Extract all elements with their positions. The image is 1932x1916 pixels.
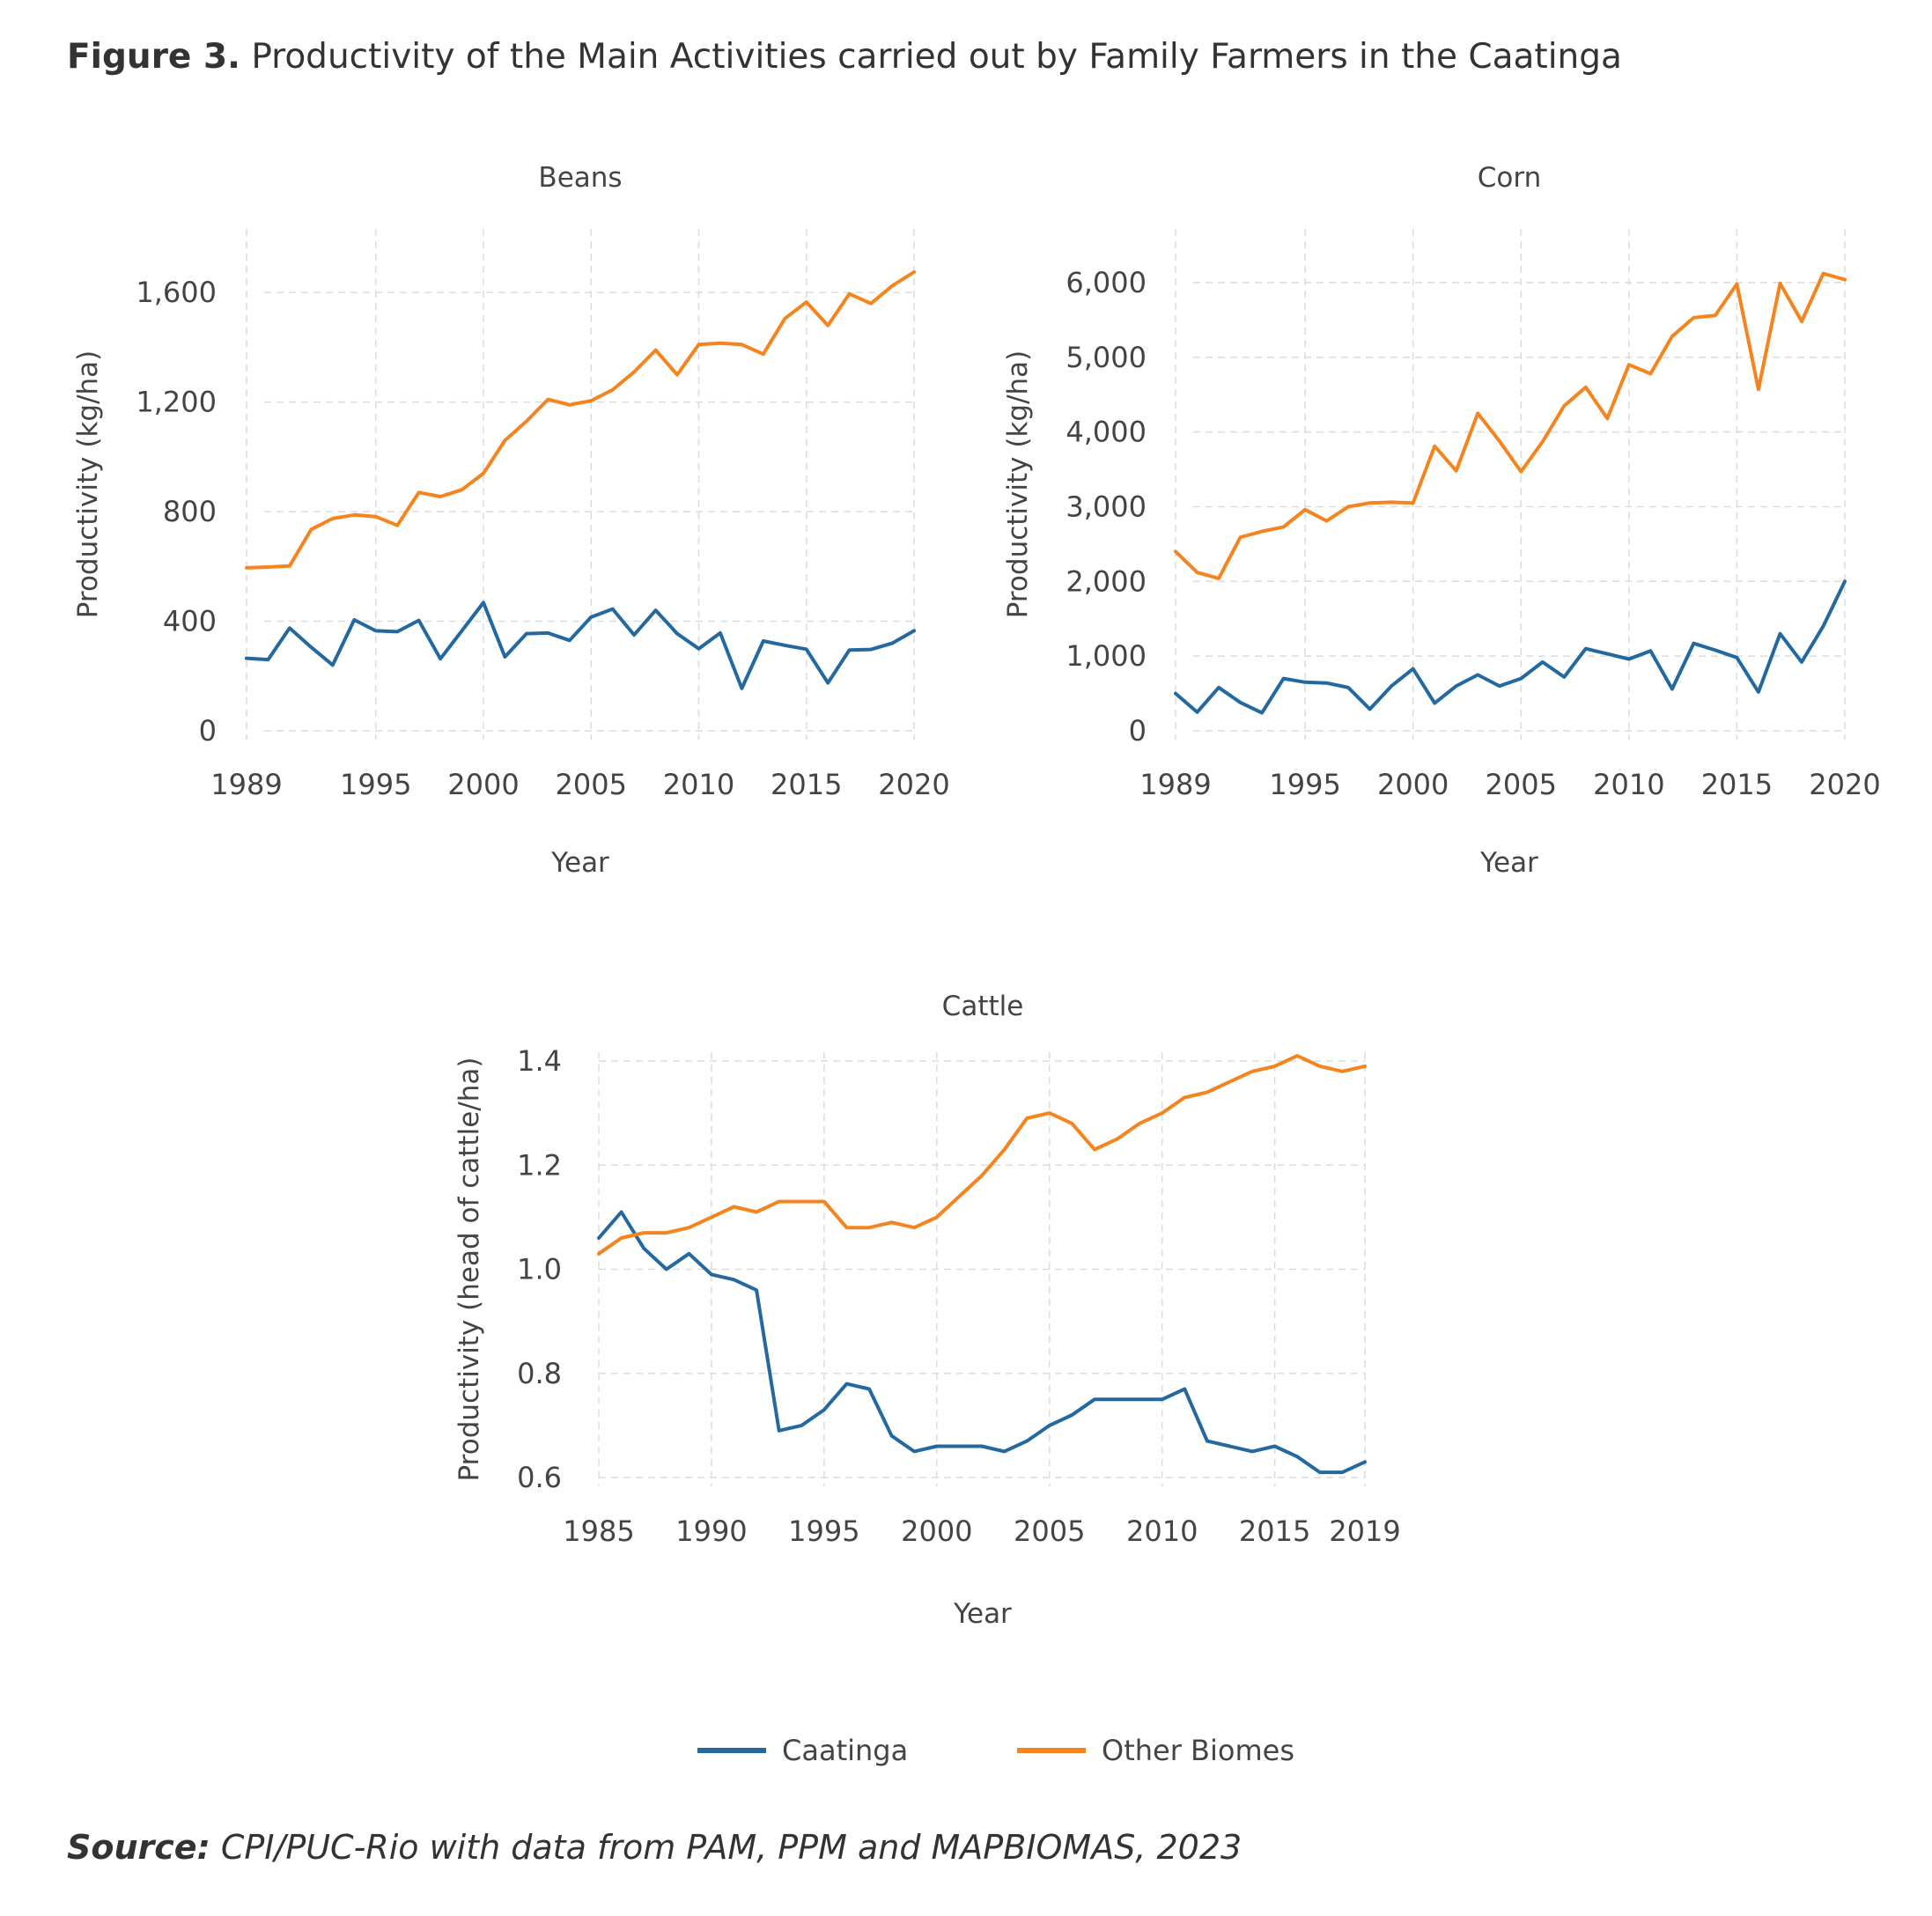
series-line-other-biomes: [597, 1054, 1367, 1256]
y-tick-label: 1.4: [517, 1044, 562, 1078]
x-tick-label: 2015: [1239, 1514, 1310, 1548]
x-tick-label: 1985: [563, 1514, 634, 1548]
x-tick-label: 2005: [1014, 1514, 1085, 1548]
x-tick-label: 1995: [1269, 768, 1340, 801]
source-label: Source:: [67, 1828, 210, 1867]
y-tick-label: 1,000: [1066, 639, 1147, 673]
series-line-caatinga: [1174, 579, 1847, 715]
figure-source: Source: CPI/PUC-Rio with data from PAM, …: [67, 1828, 1242, 1867]
y-axis-label: Productivity (head of cattle/ha): [454, 1057, 485, 1482]
x-tick-label: 2005: [556, 768, 627, 801]
y-tick-label: 5,000: [1066, 341, 1147, 374]
figure-title: Figure 3. Productivity of the Main Activ…: [67, 37, 1622, 77]
y-tick-label: 800: [163, 495, 217, 528]
x-tick-label: 1990: [675, 1514, 747, 1548]
x-tick-label: 1989: [210, 768, 282, 801]
legend-label: Caatinga: [782, 1734, 908, 1767]
series-line-other-biomes: [1174, 271, 1847, 580]
legend-item-other-biomes: Other Biomes: [1017, 1734, 1294, 1767]
x-tick-label: 2020: [1809, 768, 1880, 801]
chart-title: Beans: [538, 162, 622, 194]
y-tick-label: 1,200: [136, 386, 217, 419]
y-tick-label: 3,000: [1066, 490, 1147, 523]
x-tick-label: 2000: [447, 768, 519, 801]
x-tick-label: 2015: [1701, 768, 1773, 801]
x-axis-label: Year: [953, 1598, 1012, 1630]
y-tick-label: 4,000: [1066, 416, 1147, 449]
x-tick-label: 1995: [788, 1514, 859, 1548]
x-tick-label: 2015: [771, 768, 842, 801]
y-tick-label: 2,000: [1066, 564, 1147, 598]
series-line-caatinga: [245, 601, 916, 690]
y-tick-label: 0: [1129, 714, 1147, 748]
y-axis-label: Productivity (kg/ha): [72, 350, 104, 619]
chart-cattle: Cattle 0.6 0.8 1.0 1.2 1.4 1985 1990 1995 2000 200…: [454, 991, 1401, 1630]
x-tick-label: 1989: [1139, 768, 1211, 801]
y-tick-label: 0.8: [517, 1357, 562, 1390]
y-tick-label: 6,000: [1066, 266, 1147, 299]
x-tick-label: 2010: [1593, 768, 1664, 801]
figure-title-text: Productivity of the Main Activities carr…: [251, 37, 1622, 77]
source-text: CPI/PUC-Rio with data from PAM, PPM and …: [220, 1828, 1243, 1867]
figure-label: Figure 3.: [67, 37, 240, 77]
y-tick-label: 1.2: [517, 1148, 562, 1182]
legend: Caatinga Other Biomes: [697, 1734, 1294, 1767]
legend-item-caatinga: Caatinga: [697, 1734, 908, 1767]
x-tick-label: 2005: [1486, 768, 1557, 801]
series-line-caatinga: [597, 1210, 1367, 1475]
x-tick-label: 1995: [340, 768, 411, 801]
x-tick-label: 2010: [663, 768, 734, 801]
x-axis-label: Year: [1479, 847, 1538, 879]
legend-label: Other Biomes: [1102, 1734, 1294, 1767]
x-axis-label: Year: [550, 847, 609, 879]
y-axis-label: Productivity (kg/ha): [1002, 350, 1034, 619]
x-tick-label: 2019: [1329, 1514, 1400, 1548]
x-tick-label: 2000: [1377, 768, 1449, 801]
chart-corn: Corn 0 1,000 2,000 3,000 4,000 5,000 6,000 1989 1…: [1002, 162, 1881, 879]
chart-beans: Beans 0 400 800 1,200 1,600 1989 1995 2000 2005 20…: [72, 162, 950, 879]
y-tick-label: 1.0: [517, 1253, 562, 1286]
chart-title: Corn: [1478, 162, 1541, 194]
y-tick-label: 0: [199, 714, 217, 748]
x-tick-label: 2000: [901, 1514, 972, 1548]
x-tick-label: 2020: [878, 768, 949, 801]
x-tick-label: 2010: [1126, 1514, 1198, 1548]
series-line-other-biomes: [245, 269, 916, 570]
y-tick-label: 0.6: [517, 1461, 562, 1494]
y-tick-label: 1,600: [136, 276, 217, 309]
chart-title: Cattle: [942, 991, 1024, 1022]
y-tick-label: 400: [163, 605, 217, 638]
